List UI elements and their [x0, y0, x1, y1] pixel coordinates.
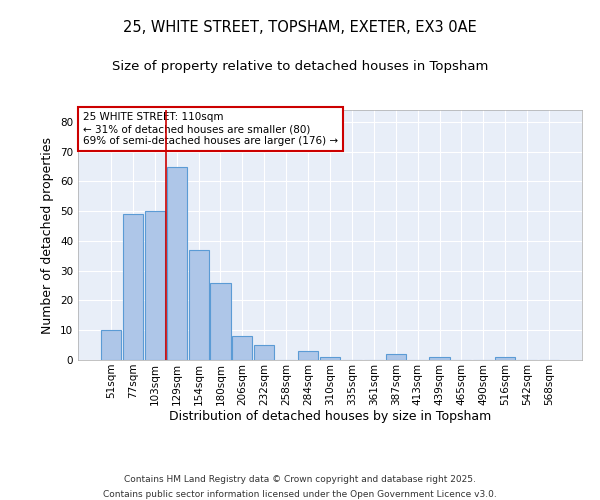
Text: 25 WHITE STREET: 110sqm
← 31% of detached houses are smaller (80)
69% of semi-de: 25 WHITE STREET: 110sqm ← 31% of detache…	[83, 112, 338, 146]
Bar	[430, 357, 449, 360]
Bar	[101, 330, 121, 360]
X-axis label: Distribution of detached houses by size in Topsham: Distribution of detached houses by size …	[169, 410, 491, 424]
Bar	[123, 214, 143, 360]
Bar	[211, 282, 230, 360]
Bar	[320, 357, 340, 360]
Bar	[145, 211, 165, 360]
Text: Contains HM Land Registry data © Crown copyright and database right 2025.: Contains HM Land Registry data © Crown c…	[124, 475, 476, 484]
Bar	[167, 166, 187, 360]
Y-axis label: Number of detached properties: Number of detached properties	[41, 136, 55, 334]
Text: Contains public sector information licensed under the Open Government Licence v3: Contains public sector information licen…	[103, 490, 497, 499]
Bar	[188, 250, 209, 360]
Bar	[232, 336, 253, 360]
Text: Size of property relative to detached houses in Topsham: Size of property relative to detached ho…	[112, 60, 488, 73]
Bar	[254, 345, 274, 360]
Bar	[495, 357, 515, 360]
Text: 25, WHITE STREET, TOPSHAM, EXETER, EX3 0AE: 25, WHITE STREET, TOPSHAM, EXETER, EX3 0…	[123, 20, 477, 35]
Bar	[386, 354, 406, 360]
Bar	[298, 351, 318, 360]
